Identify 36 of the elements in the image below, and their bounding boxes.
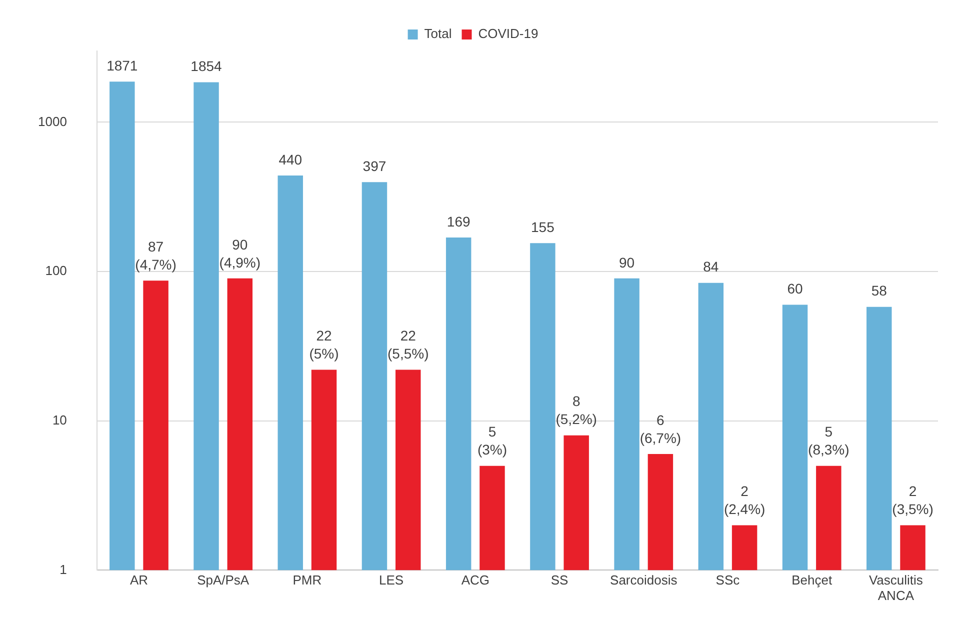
x-tick-label: SpA/PsA [197, 572, 250, 588]
x-tick-label: AR [130, 572, 148, 588]
data-label: 60 [787, 280, 804, 297]
x-tick-label: Vasculitis ANCA [868, 572, 924, 604]
data-label: 155 [531, 219, 555, 235]
data-label: 84 [703, 258, 719, 275]
data-label: 58 [871, 282, 888, 299]
data-label: 5 (8,3%) [808, 424, 850, 458]
data-label: 397 [362, 158, 386, 174]
data-label: 87 (4,7%) [135, 238, 176, 272]
y-tick-label: 1 [60, 562, 67, 577]
x-tick-label: Sarcoidosis [610, 572, 678, 588]
data-label: 1871 [106, 57, 138, 74]
data-label: 8 (5,2%) [556, 393, 597, 428]
x-tick-label: ACG [461, 572, 490, 588]
data-label: 22 (5,5%) [388, 328, 429, 362]
data-label: 440 [278, 151, 302, 168]
x-tick-label: PMR [292, 572, 322, 588]
data-label: 6 (6,7%) [640, 412, 682, 446]
legend-label: Total [424, 26, 452, 42]
y-tick-label: 100 [45, 263, 67, 278]
data-label: 22 (5%) [309, 328, 339, 362]
y-tick-label: 10 [52, 412, 67, 428]
x-tick-label: Behçet [792, 572, 832, 588]
data-label: 5 (3%) [477, 424, 508, 458]
x-tick-label: SSc [716, 572, 740, 588]
legend-label: COVID-19 [478, 26, 538, 42]
data-label: 1854 [190, 58, 222, 74]
data-label: 90 (4,9%) [219, 236, 261, 270]
data-label: 2 (2,4%) [724, 483, 766, 518]
x-tick-label: SS [550, 572, 569, 588]
data-label: 2 (3,5%) [892, 483, 934, 518]
x-tick-label: LES [379, 572, 404, 588]
y-tick-label: 1000 [38, 114, 67, 129]
data-label: 169 [446, 213, 470, 230]
data-label: 90 [619, 254, 635, 270]
